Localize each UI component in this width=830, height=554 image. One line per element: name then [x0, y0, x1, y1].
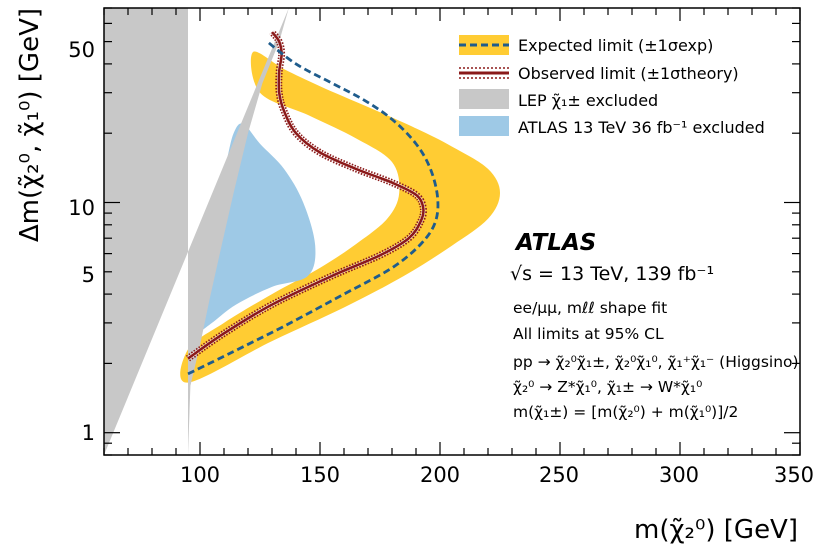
- annotation-line-3: pp → χ̃₂⁰χ̃₁±, χ̃₂⁰χ̃₁⁰, χ̃₁⁺χ̃₁⁻ (Higgs…: [513, 353, 799, 371]
- y-tick-label-10: 10: [68, 196, 95, 220]
- legend-label-lep: LEP χ̃₁± excluded: [518, 91, 658, 110]
- x-tick-label-250: 250: [539, 463, 579, 487]
- legend-swatch-lep: [459, 89, 509, 109]
- legend-item-atlas36: ATLAS 13 TeV 36 fb⁻¹ excluded: [459, 116, 765, 137]
- legend-item-lep: LEP χ̃₁± excluded: [459, 89, 658, 110]
- lep-excluded-area: [104, 8, 289, 455]
- legend-label-observed: Observed limit (±1σtheory): [518, 64, 739, 83]
- annotation-line-4: χ̃₂⁰ → Z*χ̃₁⁰, χ̃₁± → W*χ̃₁⁰: [513, 378, 702, 396]
- y-tick-label-1: 1: [82, 421, 95, 445]
- observed-limit-line: [187, 31, 425, 360]
- legend-item-expected: Expected limit (±1σexp): [459, 35, 713, 55]
- x-tick-label-300: 300: [659, 463, 699, 487]
- x-tick-label-100: 100: [180, 463, 220, 487]
- annotation-line-5: m(χ̃₁±) = [m(χ̃₂⁰) + m(χ̃₁⁰)]/2: [513, 403, 738, 421]
- annotation-line-1: ee/μμ, mℓℓ shape fit: [513, 299, 667, 317]
- legend-item-observed: Observed limit (±1σtheory): [459, 64, 739, 83]
- legend-swatch-atlas36: [459, 116, 509, 136]
- atlas-label: ATLAS: [514, 230, 596, 256]
- energy-lumi-label: √s = 13 TeV, 139 fb⁻¹: [510, 263, 714, 285]
- plot-frame: [103, 7, 801, 456]
- annotation-line-2: All limits at 95% CL: [513, 325, 664, 343]
- annotation-block: ATLAS √s = 13 TeV, 139 fb⁻¹ ee/μμ, mℓℓ s…: [510, 230, 799, 421]
- x-tick-label-200: 200: [420, 463, 460, 487]
- x-tick-label-150: 150: [300, 463, 340, 487]
- legend: Expected limit (±1σexp) Observed limit (…: [459, 35, 765, 137]
- expected-limit-line: [187, 40, 440, 376]
- legend-label-atlas36: ATLAS 13 TeV 36 fb⁻¹ excluded: [518, 118, 765, 137]
- legend-label-expected: Expected limit (±1σexp): [518, 36, 713, 55]
- x-axis-title: m(χ̃₂⁰) [GeV]: [634, 515, 798, 545]
- y-tick-label-5: 5: [82, 263, 95, 287]
- expected-band-area: [180, 51, 500, 383]
- y-tick-label-50: 50: [68, 38, 95, 62]
- x-tick-label-350: 350: [774, 463, 814, 487]
- y-axis-title: Δm(χ̃₂⁰, χ̃₁⁰) [GeV]: [15, 8, 45, 242]
